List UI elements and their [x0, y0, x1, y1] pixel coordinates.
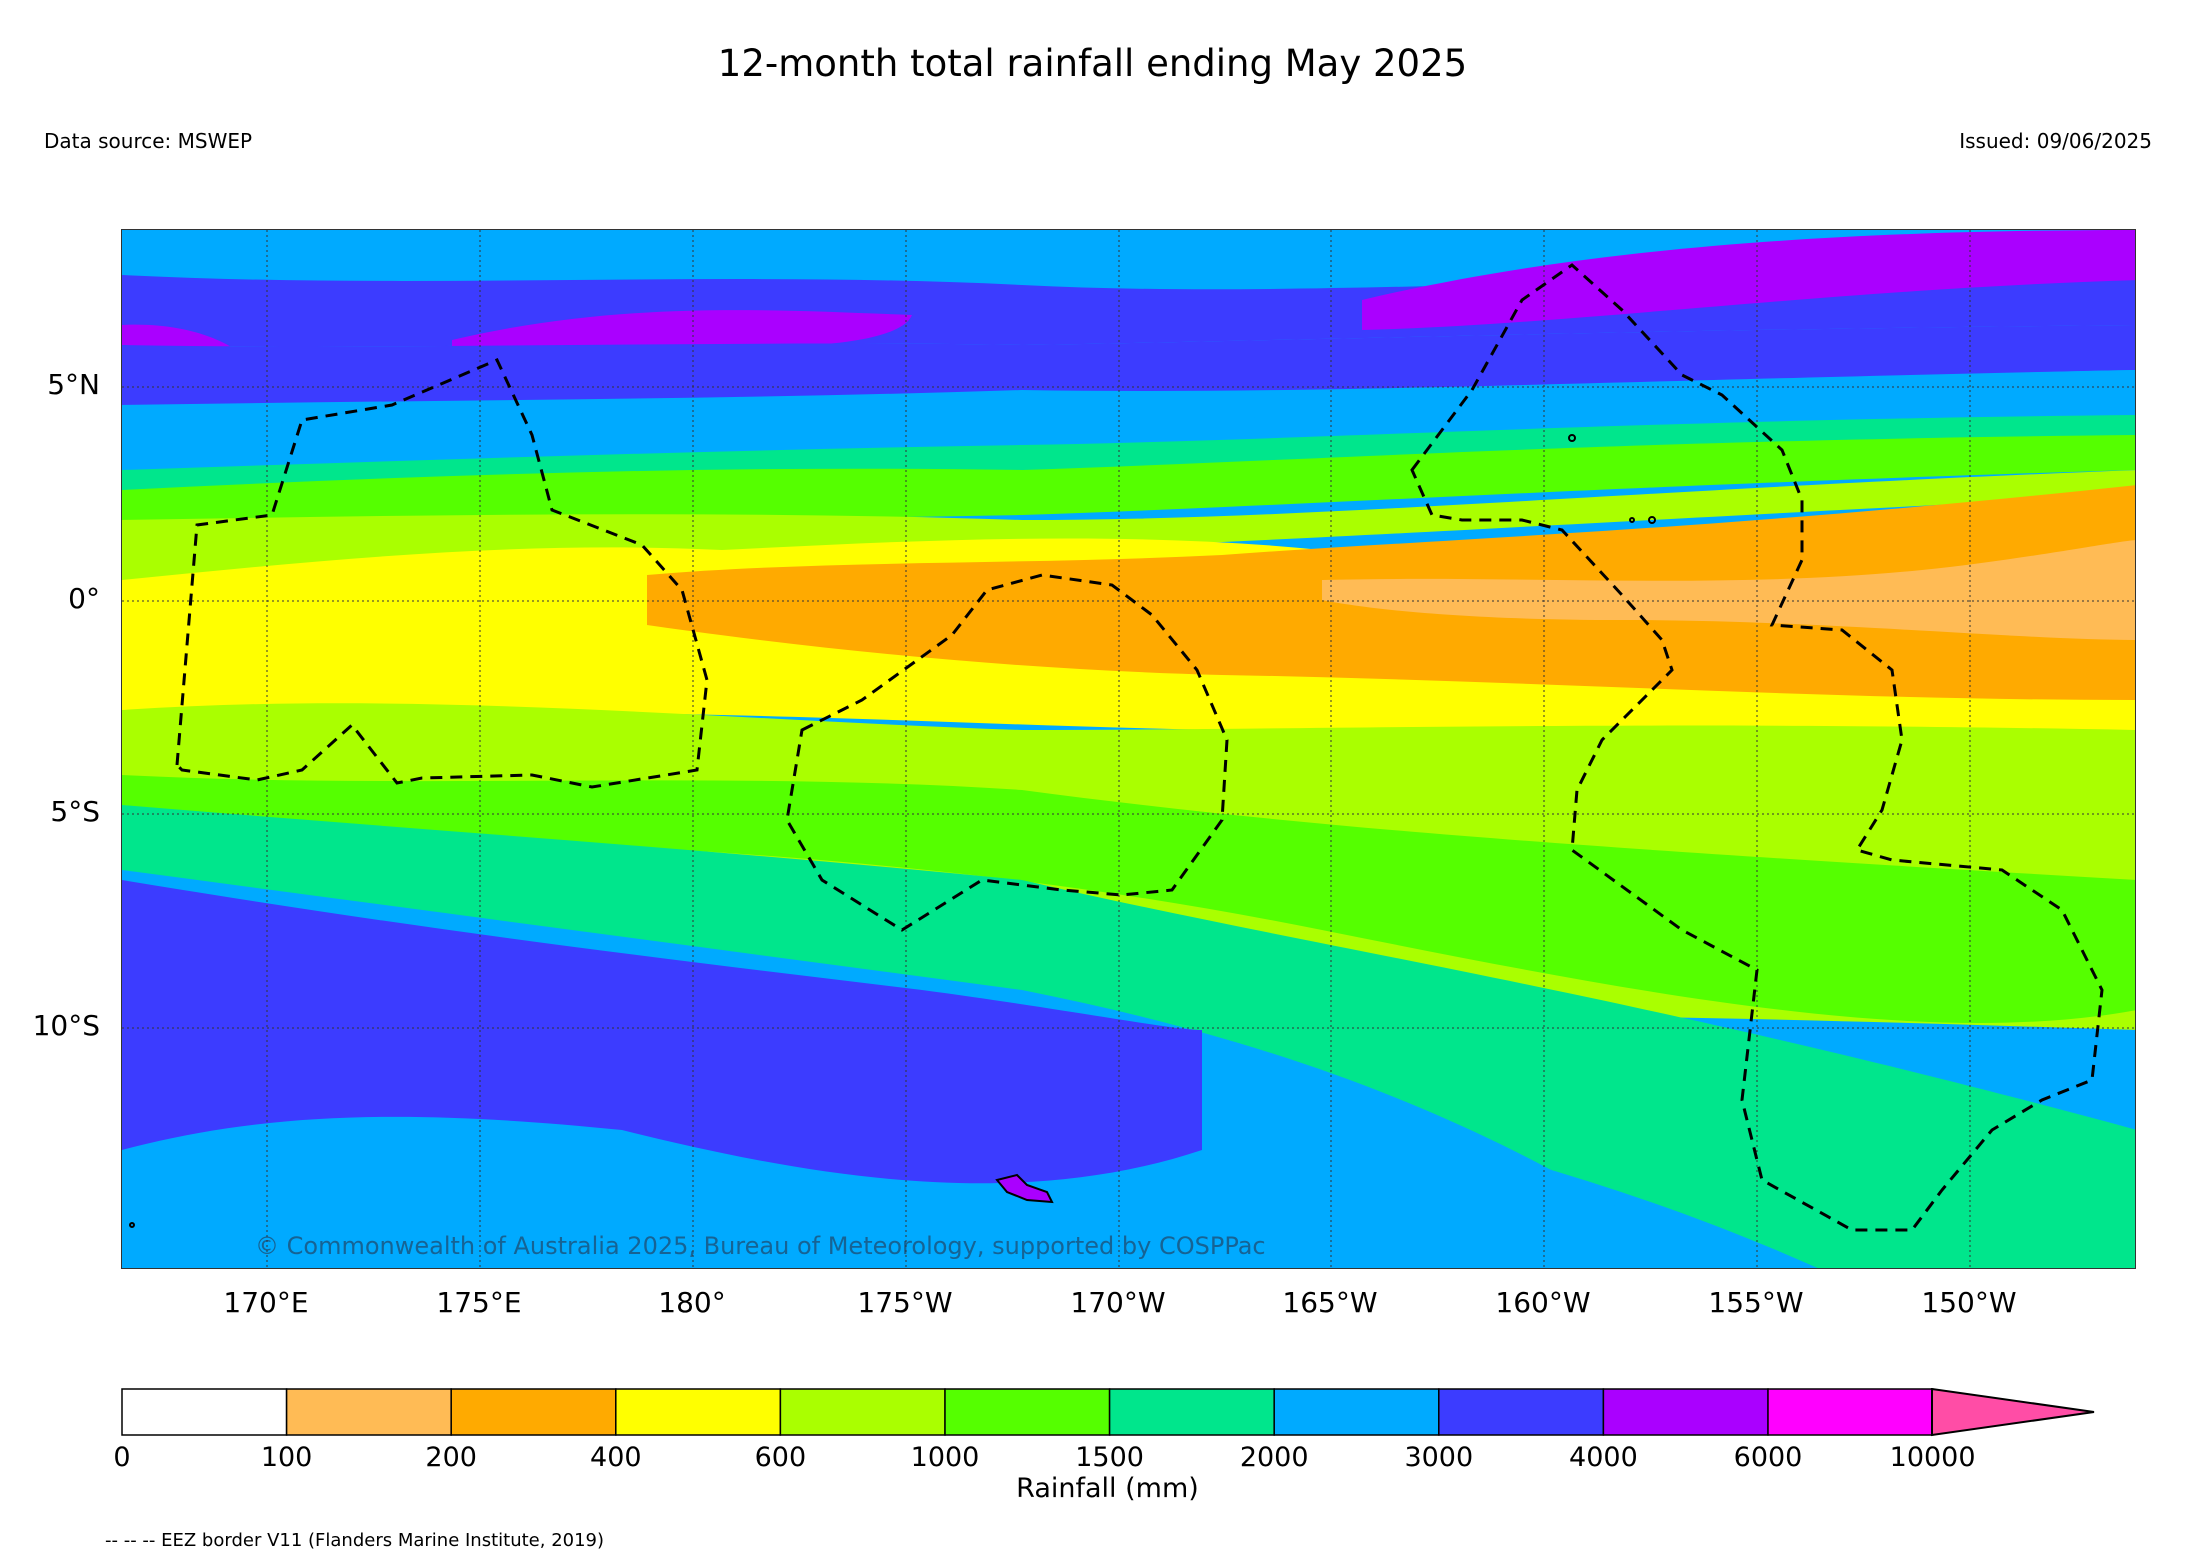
- lat-label: 5°S: [50, 795, 100, 828]
- issued-date: Issued: 09/06/2025: [1959, 129, 2152, 153]
- lon-label: 175°E: [436, 1286, 522, 1319]
- colorbar-tick-label: 200: [425, 1442, 477, 1473]
- colorbar-tick-label: 10000: [1889, 1442, 1976, 1473]
- rainfall-field: [122, 230, 2135, 1268]
- lat-label: 5°N: [47, 368, 100, 401]
- colorbar-tick-label: 3000: [1404, 1442, 1474, 1473]
- colorbar-cell: [615, 1388, 782, 1436]
- colorbar-cell: [944, 1388, 1111, 1436]
- data-source: Data source: MSWEP: [44, 129, 253, 153]
- colorbar-cell: [1602, 1388, 1769, 1436]
- colorbar-tick-label: 600: [754, 1442, 807, 1473]
- colorbar-tick-label: 4000: [1569, 1442, 1638, 1473]
- colorbar-tick-label: 2000: [1239, 1442, 1309, 1473]
- colorbar-tick-label: 1000: [910, 1442, 980, 1473]
- colorbar-label: Rainfall (mm): [1016, 1473, 1199, 1504]
- lon-label: 175°W: [857, 1286, 953, 1319]
- rainfall-map: [121, 229, 2136, 1269]
- lat-label: 10°S: [32, 1009, 100, 1042]
- eez-borders: [175, 263, 2104, 1232]
- lon-label: 165°W: [1282, 1286, 1378, 1319]
- lon-label: 155°W: [1708, 1286, 1804, 1319]
- colorbar-cell: [450, 1388, 617, 1436]
- colorbar-cell: [285, 1388, 452, 1436]
- colorbar-extend-arrow: [1931, 1388, 2095, 1437]
- colorbar-tick-label: 1500: [1075, 1442, 1144, 1473]
- lat-label: 0°: [68, 582, 100, 615]
- colorbar-cell: [1273, 1388, 1440, 1436]
- colorbar-cell: [1108, 1388, 1275, 1436]
- colorbar-tick-label: 400: [590, 1442, 642, 1473]
- map-title: 12-month total rainfall ending May 2025: [717, 42, 1468, 85]
- colorbar-tick-label: 6000: [1733, 1442, 1803, 1473]
- colorbar-cell: [121, 1388, 288, 1436]
- eez-legend-note: -- -- -- EEZ border V11 (Flanders Marine…: [105, 1530, 605, 1551]
- lon-label: 180°: [658, 1286, 726, 1319]
- islands: [129, 434, 1656, 1228]
- lon-label: 160°W: [1495, 1286, 1591, 1319]
- colorbar-cell: [1438, 1388, 1605, 1436]
- colorbar-cell: [1767, 1388, 1934, 1436]
- colorbar-tick-label: 0: [113, 1442, 131, 1473]
- lon-label: 170°E: [223, 1286, 309, 1319]
- colorbar: [121, 1388, 2095, 1437]
- colorbar-tick-label: 100: [260, 1442, 313, 1473]
- lon-label: 170°W: [1070, 1286, 1166, 1319]
- copyright-notice: © Commonwealth of Australia 2025, Bureau…: [255, 1232, 1266, 1260]
- colorbar-cell: [779, 1388, 946, 1436]
- lon-label: 150°W: [1921, 1286, 2017, 1319]
